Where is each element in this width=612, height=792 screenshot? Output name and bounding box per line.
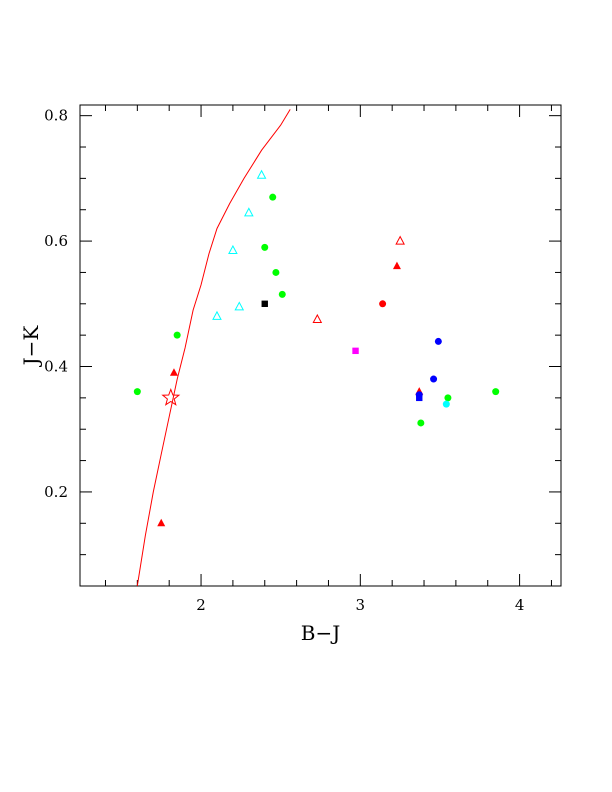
filled-circle-point: [133, 388, 141, 396]
x-tick-label: 3: [356, 596, 366, 614]
y-tick-label: 0.8: [44, 107, 68, 125]
y-axis-label: J−K: [19, 325, 43, 368]
filled-circle-point: [269, 193, 277, 201]
filled-circle-point: [444, 394, 452, 402]
filled-triangle-point: [392, 261, 401, 270]
plot-frame: [79, 104, 562, 587]
x-tick-label: 4: [515, 596, 525, 614]
filled-circle-point: [379, 300, 387, 308]
filled-circle-point: [278, 290, 286, 298]
data-points: [133, 169, 500, 527]
x-tick-label: 2: [196, 596, 206, 614]
filled-circle-point: [173, 331, 181, 339]
x-axis-label: B−J: [301, 621, 340, 645]
filled-circle-point: [430, 375, 438, 383]
filled-circle-point: [492, 388, 500, 396]
filled-circle-point: [261, 243, 269, 251]
model-curve: [136, 109, 291, 586]
filled-square-point: [352, 347, 359, 355]
filled-triangle-point: [157, 518, 166, 527]
filled-circle-point: [272, 268, 280, 276]
filled-circle-point: [417, 419, 425, 427]
filled-triangle-point: [169, 368, 178, 376]
star-marker: [161, 387, 181, 406]
axis-ticks: [80, 105, 561, 587]
open-triangle-point: [212, 310, 222, 320]
filled-circle-point: [434, 337, 442, 345]
y-tick-label: 0.4: [44, 358, 68, 376]
y-tick-label: 0.2: [44, 483, 68, 501]
open-triangle-point: [228, 244, 238, 254]
filled-square-point: [416, 394, 423, 402]
y-tick-label: 0.6: [44, 232, 68, 250]
open-triangle-point: [312, 313, 323, 323]
open-triangle-point: [234, 301, 245, 311]
filled-square-point: [261, 300, 268, 307]
open-triangle-point: [256, 169, 267, 179]
open-triangle-point: [395, 235, 405, 245]
filled-circle-point: [442, 400, 450, 408]
open-triangle-point: [243, 207, 254, 217]
tick-labels: 2 3 4 0.2 0.4 0.6 0.8: [44, 107, 524, 614]
